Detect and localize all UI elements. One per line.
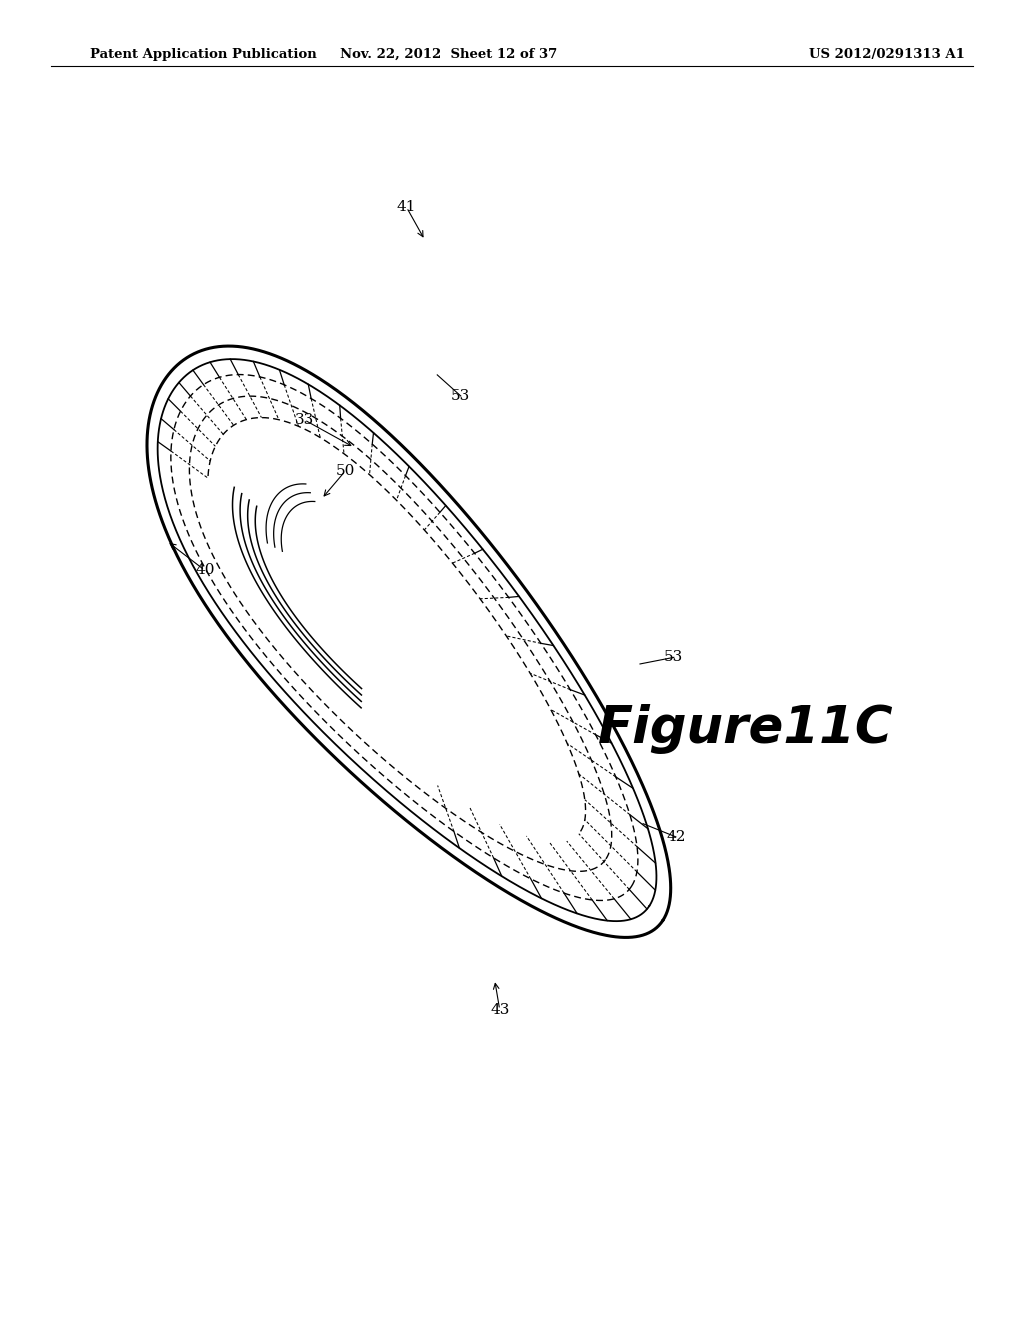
- Text: US 2012/0291313 A1: US 2012/0291313 A1: [809, 48, 965, 61]
- Text: 42: 42: [666, 830, 686, 843]
- Text: Nov. 22, 2012  Sheet 12 of 37: Nov. 22, 2012 Sheet 12 of 37: [340, 48, 557, 61]
- Text: Figure11C: Figure11C: [598, 704, 893, 754]
- Text: 41: 41: [396, 201, 417, 214]
- Text: 43: 43: [490, 1003, 509, 1016]
- Text: 33: 33: [295, 413, 313, 426]
- Text: 53: 53: [452, 389, 470, 403]
- Text: Patent Application Publication: Patent Application Publication: [90, 48, 316, 61]
- Text: 50: 50: [336, 465, 354, 478]
- Text: 40: 40: [195, 564, 215, 577]
- Text: 53: 53: [665, 651, 683, 664]
